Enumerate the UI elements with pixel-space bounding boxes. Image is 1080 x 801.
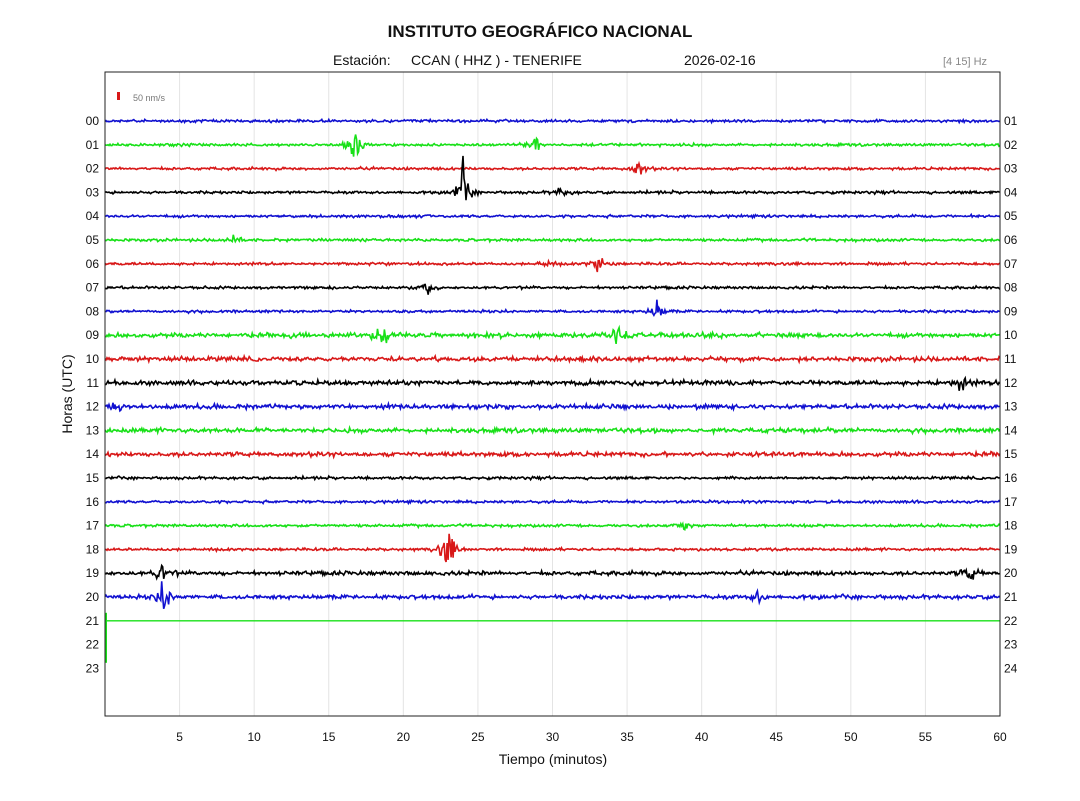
- trace-hour-09: [104, 324, 1001, 345]
- x-tick-label: 5: [176, 730, 183, 744]
- trace-hour-13: [104, 424, 1001, 437]
- y-tick-label-left: 16: [86, 495, 100, 509]
- y-tick-label-left: 10: [86, 352, 100, 366]
- y-tick-label-left: 02: [86, 162, 100, 176]
- x-tick-label: 30: [546, 730, 560, 744]
- y-tick-label-right: 17: [1004, 495, 1018, 509]
- trace-hour-03: [104, 155, 1000, 201]
- y-tick-label-left: 23: [86, 661, 100, 675]
- trace-hour-12: [104, 400, 1001, 413]
- trace-hour-17: [104, 521, 1001, 531]
- y-tick-label-right: 12: [1004, 376, 1018, 390]
- y-tick-label-right: 11: [1004, 352, 1017, 366]
- y-tick-label-right: 01: [1004, 114, 1018, 128]
- frequency-band-label: [4 15] Hz: [943, 56, 988, 68]
- trace-hour-18: [104, 533, 1001, 563]
- trace-hour-04: [104, 212, 1001, 220]
- x-tick-label: 25: [471, 730, 485, 744]
- x-tick-label: 55: [919, 730, 933, 744]
- y-tick-label-right: 13: [1004, 400, 1018, 414]
- date-label: 2026-02-16: [684, 52, 756, 68]
- trace-hour-16: [104, 498, 1001, 506]
- y-tick-label-left: 04: [86, 209, 100, 223]
- y-tick-label-right: 19: [1004, 542, 1018, 556]
- y-tick-label-right: 23: [1004, 638, 1018, 652]
- y-tick-label-left: 03: [86, 185, 100, 199]
- y-tick-label-left: 18: [86, 542, 100, 556]
- y-tick-label-left: 15: [86, 471, 100, 485]
- trace-hour-02: [104, 160, 1001, 175]
- trace-hour-06: [104, 258, 1001, 273]
- x-tick-label: 15: [322, 730, 336, 744]
- x-tick-label: 45: [770, 730, 784, 744]
- y-tick-label-right: 08: [1004, 281, 1018, 295]
- y-tick-label-left: 14: [86, 447, 100, 461]
- y-tick-label-right: 21: [1004, 590, 1018, 604]
- x-tick-label: 20: [397, 730, 411, 744]
- trace-hour-01: [104, 134, 1001, 157]
- y-tick-label-right: 02: [1004, 138, 1018, 152]
- y-tick-label-right: 15: [1004, 447, 1018, 461]
- y-tick-label-left: 08: [86, 304, 100, 318]
- y-tick-label-left: 05: [86, 233, 100, 247]
- y-tick-label-left: 06: [86, 257, 100, 271]
- y-tick-label-right: 05: [1004, 209, 1018, 223]
- station-prefix: Estación:: [333, 52, 391, 68]
- y-tick-label-left: 13: [86, 423, 100, 437]
- y-tick-label-right: 20: [1004, 566, 1018, 580]
- trace-hour-11: [104, 375, 1001, 391]
- x-tick-label: 60: [993, 730, 1007, 744]
- traces: [104, 117, 1001, 663]
- x-tick-label: 35: [620, 730, 634, 744]
- y-tick-label-left: 11: [87, 376, 100, 390]
- trace-hour-10: [104, 353, 1001, 365]
- x-axis: 5 10 15 20 25 30 35 40 45 50 55 60: [176, 730, 1007, 744]
- trace-hour-20: [104, 581, 1001, 610]
- chart-title: INSTITUTO GEOGRÁFICO NACIONAL: [387, 22, 693, 41]
- y-tick-label-right: 07: [1004, 257, 1018, 271]
- y-tick-label-left: 19: [86, 566, 100, 580]
- y-tick-label-left: 01: [86, 138, 100, 152]
- grid: [179, 72, 926, 716]
- y-tick-label-right: 04: [1004, 185, 1018, 199]
- y-tick-label-right: 18: [1004, 519, 1018, 533]
- trace-hour-07: [104, 283, 1001, 295]
- trace-hour-14: [104, 449, 1001, 460]
- x-tick-label: 10: [247, 730, 261, 744]
- x-axis-title: Tiempo (minutos): [499, 751, 607, 767]
- y-tick-label-left: 22: [86, 638, 100, 652]
- y-axis-title: Horas (UTC): [59, 354, 75, 433]
- trace-hour-08: [104, 299, 1001, 317]
- y-tick-label-left: 20: [86, 590, 100, 604]
- scale-bar: [117, 92, 120, 100]
- y-tick-label-left: 00: [86, 114, 100, 128]
- trace-hour-00: [104, 117, 1001, 125]
- y-tick-label-right: 10: [1004, 328, 1018, 342]
- y-tick-label-left: 12: [86, 400, 100, 414]
- x-tick-label: 50: [844, 730, 858, 744]
- trace-hour-05: [104, 234, 1001, 244]
- trace-hour-15: [104, 474, 1001, 482]
- plot-frame: [104, 71, 1001, 717]
- y-tick-label-left: 09: [86, 328, 100, 342]
- y-tick-label-right: 22: [1004, 614, 1018, 628]
- y-axis: 00 01 02 03 04 05 06 07 08 09 10 11 12 13 14 15 16 17 18 19…: [86, 114, 1018, 675]
- y-tick-label-right: 14: [1004, 423, 1018, 437]
- y-tick-label-right: 09: [1004, 304, 1018, 318]
- y-tick-label-left: 07: [86, 281, 100, 295]
- y-tick-label-left: 21: [86, 614, 100, 628]
- y-tick-label-right: 03: [1004, 162, 1018, 176]
- x-tick-label: 40: [695, 730, 709, 744]
- scale-label: 50 nm/s: [133, 93, 166, 103]
- y-tick-label-right: 16: [1004, 471, 1018, 485]
- trace-hour-19: [104, 563, 1001, 581]
- y-tick-label-right: 06: [1004, 233, 1018, 247]
- station-label: CCAN ( HHZ ) - TENERIFE: [411, 52, 582, 68]
- y-tick-label-left: 17: [86, 519, 100, 533]
- y-tick-label-right: 24: [1004, 661, 1018, 675]
